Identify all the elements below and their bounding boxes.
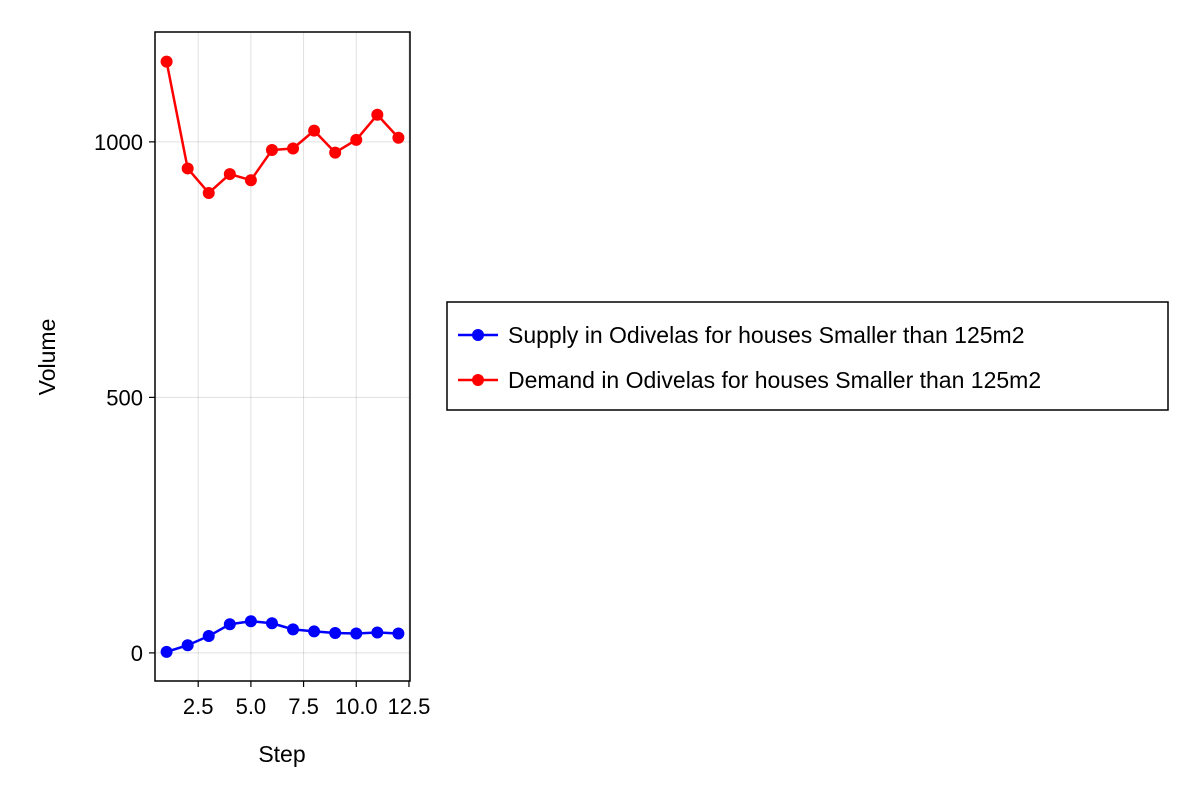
data-point: [329, 626, 342, 639]
data-point: [244, 615, 257, 628]
y-axis-label: Volume: [34, 319, 60, 396]
data-point: [287, 623, 300, 636]
series: [160, 55, 405, 658]
x-tick-label: 7.5: [288, 694, 319, 719]
data-point: [181, 639, 194, 652]
legend: Supply in Odivelas for houses Smaller th…: [446, 301, 1169, 411]
data-point: [308, 124, 321, 137]
data-point: [350, 627, 363, 640]
data-point: [308, 625, 321, 638]
legend-marker-supply: [472, 329, 484, 341]
series-1: [160, 55, 405, 199]
legend-label-supply: Supply in Odivelas for houses Smaller th…: [508, 322, 1025, 348]
data-point: [160, 645, 173, 658]
series-line: [165, 61, 400, 195]
x-tick-label: 12.5: [388, 694, 431, 719]
y-tick-label: 0: [131, 641, 143, 666]
data-point: [244, 174, 257, 187]
data-point: [160, 55, 173, 68]
data-point: [392, 131, 405, 144]
data-point: [202, 630, 215, 643]
data-point: [202, 186, 215, 199]
data-point: [265, 617, 278, 630]
data-point: [371, 626, 384, 639]
x-tick-label: 10.0: [335, 694, 378, 719]
axis-ticks: 2.5 5.0 7.5 10.0 12.5 0 500 1000: [94, 130, 430, 719]
data-point: [287, 142, 300, 155]
data-point: [223, 168, 236, 181]
plot-frame: [154, 31, 411, 682]
data-point: [329, 146, 342, 159]
data-point: [223, 618, 236, 631]
data-point: [392, 627, 405, 640]
x-tick-label: 5.0: [236, 694, 267, 719]
grid: [155, 32, 410, 681]
series-line: [166, 619, 399, 654]
series-0: [160, 615, 405, 658]
x-axis-label: Step: [258, 741, 305, 767]
legend-label-demand: Demand in Odivelas for houses Smaller th…: [508, 367, 1041, 393]
y-tick-label: 1000: [94, 130, 143, 155]
data-point: [371, 108, 384, 121]
data-point: [181, 162, 194, 175]
legend-frame: [446, 301, 1169, 411]
legend-marker-demand: [472, 374, 484, 386]
x-tick-label: 2.5: [183, 694, 214, 719]
data-point: [265, 144, 278, 157]
data-point: [350, 133, 363, 146]
y-tick-label: 500: [106, 385, 143, 410]
